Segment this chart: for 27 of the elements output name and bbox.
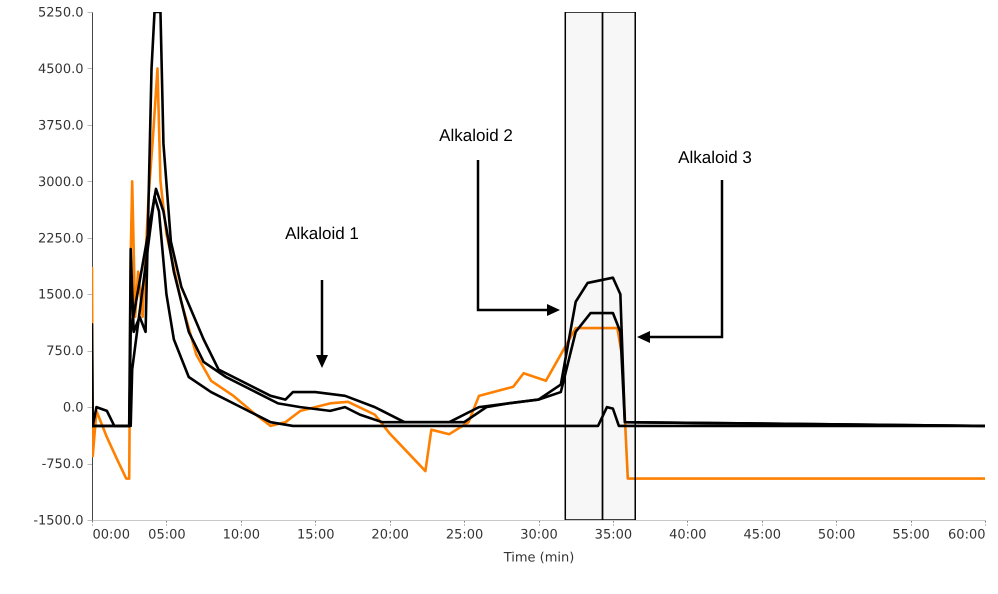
y-tick-label: 0.0 <box>62 400 84 416</box>
y-tick-label: 1500.0 <box>38 288 84 303</box>
x-tick-label: 05:00 <box>148 528 186 542</box>
y-tick-label: 3750.0 <box>38 118 84 134</box>
y-tick-label: 5250.0 <box>38 6 84 20</box>
x-tick-label: 60:00 <box>948 528 986 542</box>
annotation: Alkaloid 1 <box>285 224 359 243</box>
x-tick-label: 25:00 <box>446 528 484 542</box>
y-tick-label: 750.0 <box>46 344 84 360</box>
x-axis-title: Time (min) <box>502 550 574 566</box>
y-tick-label: -1500.0 <box>33 514 84 528</box>
annotation: Alkaloid 3 <box>678 148 752 167</box>
x-tick-label: 20:00 <box>371 528 409 542</box>
x-tick-label: 30:00 <box>520 528 558 542</box>
x-tick-label: 50:00 <box>818 528 856 542</box>
x-tick-label: 45:00 <box>744 528 781 542</box>
x-tick-label: 40:00 <box>669 528 707 542</box>
y-tick-label: -750.0 <box>42 457 84 472</box>
y-tick-label: 2250.0 <box>38 231 84 246</box>
x-tick-label: 00:00 <box>92 528 130 542</box>
x-tick-label: 35:00 <box>594 528 632 542</box>
x-tick-label: 55:00 <box>892 528 930 542</box>
y-tick-label: 4500.0 <box>38 62 84 77</box>
x-tick-label: 15:00 <box>297 528 334 542</box>
x-tick-label: 10:00 <box>222 528 260 542</box>
annotation: Alkaloid 2 <box>439 126 513 145</box>
y-tick-label: 3000.0 <box>38 174 84 190</box>
